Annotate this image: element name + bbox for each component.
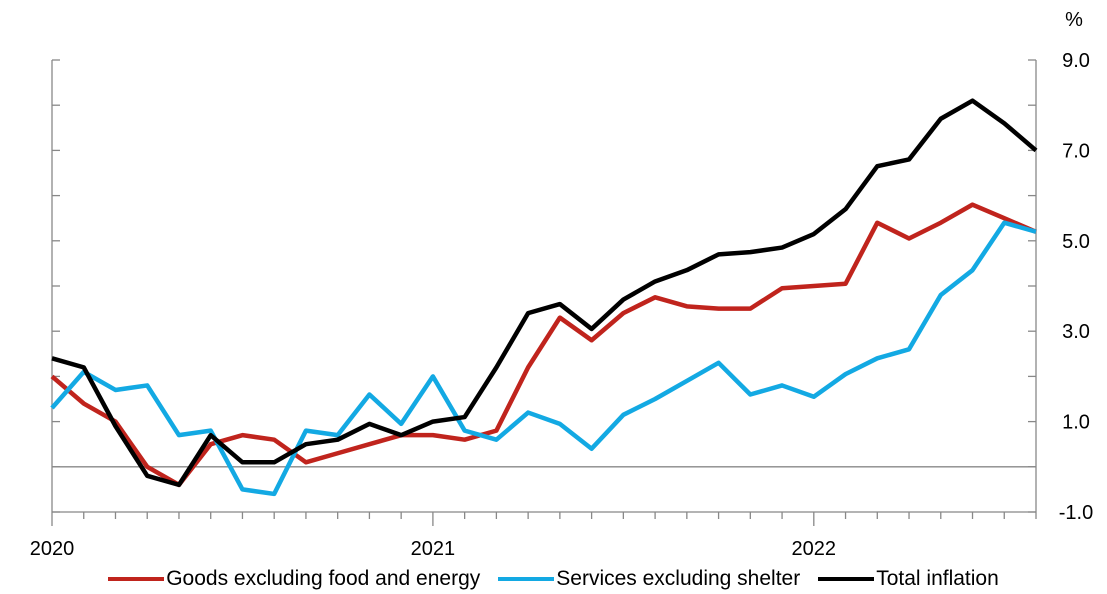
y-tick-label: -1.0: [1059, 502, 1093, 524]
legend-label: Goods excluding food and energy: [166, 567, 481, 590]
y-tick-label: 9.0: [1062, 50, 1090, 72]
series-line-2: [51, 98, 1038, 488]
y-axis-unit-label: %: [1065, 9, 1083, 31]
legend-item: Goods excluding food and energy: [108, 567, 480, 591]
y-tick-label: 5.0: [1062, 231, 1090, 253]
y-tick-label: 7.0: [1062, 140, 1090, 162]
legend-swatch: [818, 577, 875, 581]
axes-layer: [51, 59, 1037, 526]
line-chart: % 9.0 7.0 5.0 3.0 1.0 -1.0 2020 2021 2022: [30, 9, 1093, 560]
legend-label: Services excluding shelter: [556, 567, 801, 590]
legend-swatch: [108, 577, 165, 581]
legend-label: Total inflation: [876, 567, 999, 590]
x-tick-label: 2020: [30, 538, 75, 560]
x-tick-label: 2021: [411, 538, 456, 560]
legend-item: Total inflation: [818, 567, 999, 591]
series-line-0: [50, 202, 1037, 488]
x-tick-label: 2022: [792, 538, 837, 560]
y-tick-label: 3.0: [1062, 321, 1090, 343]
legend-swatch: [498, 577, 555, 581]
y-tick-label: 1.0: [1062, 412, 1090, 434]
tick-label-layer: % 9.0 7.0 5.0 3.0 1.0 -1.0 2020 2021 2022: [30, 9, 1093, 560]
legend-item: Services excluding shelter: [498, 567, 800, 591]
chart-legend: Goods excluding food and energy Services …: [0, 564, 1107, 594]
series-layer: [50, 98, 1038, 497]
